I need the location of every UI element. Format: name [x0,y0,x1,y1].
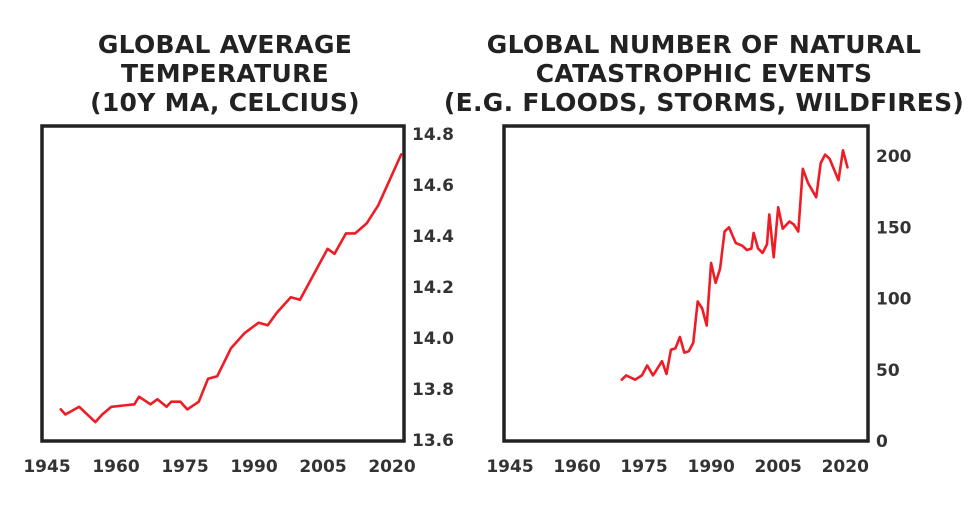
temperature-x-tick-label: 1975 [161,457,208,477]
temperature-x-tick-label: 2020 [368,457,415,477]
catastrophes-x-tick-label: 1975 [620,457,667,477]
temperature-y-tick-label: 14.6 [412,176,454,196]
temperature-x-tick-label: 1945 [23,457,70,477]
temperature-y-tick-label: 14.4 [412,227,454,247]
temperature-x-tick-label: 1960 [92,457,139,477]
temperature-title-line-2: TEMPERATURE [120,59,330,88]
catastrophes-series-line [620,149,849,382]
catastrophes-x-tick-label: 2005 [755,457,802,477]
catastrophes-y-tick-label: 100 [876,290,912,310]
temperature-y-tick-label: 13.8 [412,380,454,400]
catastrophes-y-tick-label: 150 [876,218,912,238]
temperature-y-tick-label: 13.6 [412,431,454,451]
temperature-y-tick-label: 14.2 [412,278,454,298]
catastrophes-title-line-1: GLOBAL NUMBER OF NATURAL [486,30,922,59]
temperature-title-line-3: (10Y MA, CELCIUS) [90,88,360,117]
temperature-plot-frame [40,124,406,443]
catastrophes-x-tick-label: 2020 [822,457,869,477]
catastrophes-y-tick-label: 200 [876,147,912,167]
temperature-title-line-1: GLOBAL AVERAGE [97,30,353,59]
catastrophes-x-tick-label: 1990 [687,457,734,477]
catastrophes-x-tick-label: 1945 [486,457,533,477]
temperature-y-tick-label: 14.0 [412,329,454,349]
temperature-x-tick-label: 2005 [299,457,346,477]
catastrophes-title-line-3: (E.G. FLOODS, STORMS, WILDFIRES) [443,88,965,117]
temperature-y-tick-label: 14.8 [412,125,454,145]
temperature-x-tick-label: 1990 [230,457,277,477]
catastrophes-plot-frame [502,124,870,443]
temperature-chart-title: GLOBAL AVERAGE TEMPERATURE (10Y MA, CELC… [20,30,430,117]
catastrophes-y-tick-label: 50 [876,361,900,381]
catastrophes-y-tick-label: 0 [876,432,888,452]
catastrophes-x-tick-label: 1960 [553,457,600,477]
temperature-series-line [59,153,403,424]
catastrophes-chart-title: GLOBAL NUMBER OF NATURAL CATASTROPHIC EV… [438,30,970,117]
catastrophes-title-line-2: CATASTROPHIC EVENTS [535,59,873,88]
